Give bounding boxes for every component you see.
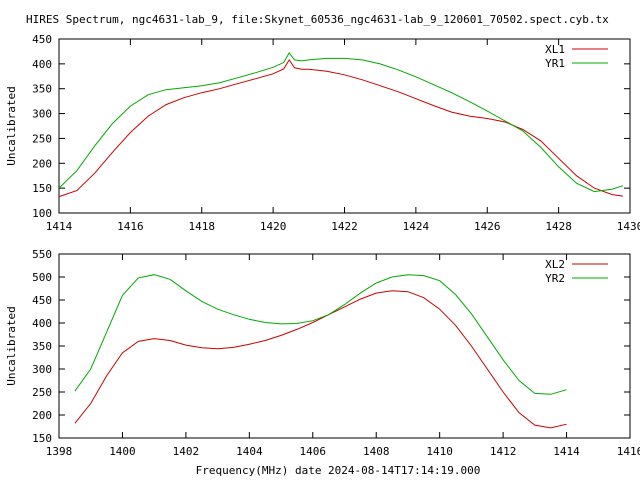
y-tick-label: 500 (32, 271, 52, 284)
x-tick-label: 1416 (617, 445, 640, 458)
x-tick-label: 1428 (545, 220, 572, 233)
figure-title: HIRES Spectrum, ngc4631-lab_9, file:Skyn… (26, 13, 609, 26)
top-plot-panel: 1414 1416 1418 1420 1422 1424 1426 1428 1430 100 1… (5, 33, 640, 233)
x-tick-label: 1410 (426, 445, 453, 458)
y-tick-label: 550 (32, 248, 52, 261)
series-line-yr1 (58, 51, 624, 193)
x-tick-label: 1422 (331, 220, 358, 233)
y-tick-label: 250 (32, 386, 52, 399)
x-tick-label: 1406 (300, 445, 327, 458)
x-tick-label: 1418 (189, 220, 216, 233)
legend-label-yr2: YR2 (545, 272, 565, 285)
y-tick-label: 100 (32, 207, 52, 220)
x-tick-label: 1402 (173, 445, 200, 458)
x-tick-label: 1416 (117, 220, 144, 233)
x-axis-label: Frequency(MHz) date 2024-08-14T17:14:19.… (196, 464, 481, 477)
y-tick-label: 250 (32, 132, 52, 145)
x-tick-label: 1404 (236, 445, 263, 458)
y-tick-label: 450 (32, 33, 52, 46)
legend-label-xl1: XL1 (545, 43, 565, 56)
y-tick-label: 150 (32, 432, 52, 445)
bottom-plot-panel: 1398 1400 1402 1404 1406 1408 1410 1412 1414 1416… (5, 248, 640, 458)
y-tick-label: 400 (32, 58, 52, 71)
y-tick-label: 400 (32, 317, 52, 330)
x-tick-label: 1408 (363, 445, 390, 458)
legend-label-xl2: XL2 (545, 258, 565, 271)
x-tick-label: 1424 (403, 220, 430, 233)
x-tick-label: 1400 (109, 445, 136, 458)
series-line-xl2 (74, 290, 567, 429)
y-tick-label: 450 (32, 294, 52, 307)
y-tick-label: 350 (32, 83, 52, 96)
y-tick-label: 150 (32, 182, 52, 195)
x-tick-label: 1414 (553, 445, 580, 458)
x-tick-label: 1398 (46, 445, 73, 458)
x-tick-label: 1426 (474, 220, 501, 233)
y-tick-label: 200 (32, 409, 52, 422)
y-axis-label: Uncalibrated (5, 86, 18, 165)
series-line-xl1 (58, 58, 623, 198)
y-tick-label: 300 (32, 108, 52, 121)
y-tick-label: 200 (32, 157, 52, 170)
x-tick-label: 1430 (617, 220, 640, 233)
y-tick-label: 350 (32, 340, 52, 353)
y-tick-label: 300 (32, 363, 52, 376)
x-tick-label: 1420 (260, 220, 287, 233)
x-tick-label: 1414 (46, 220, 73, 233)
x-tick-label: 1412 (490, 445, 517, 458)
series-line-yr2 (74, 274, 567, 395)
legend-label-yr1: YR1 (545, 57, 565, 70)
y-axis-label: Uncalibrated (5, 306, 18, 385)
